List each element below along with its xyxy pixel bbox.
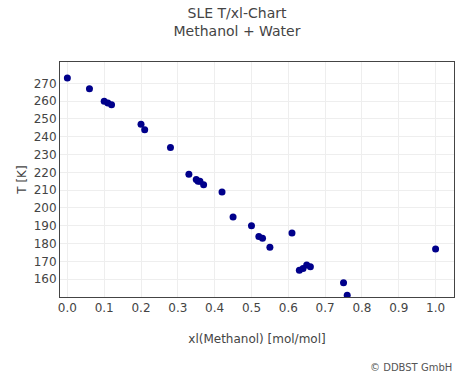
svg-text:190: 190 xyxy=(34,219,57,233)
svg-text:0.0: 0.0 xyxy=(58,301,77,315)
svg-text:0.1: 0.1 xyxy=(95,301,114,315)
svg-text:240: 240 xyxy=(34,130,57,144)
svg-text:270: 270 xyxy=(34,77,57,91)
svg-text:170: 170 xyxy=(34,255,57,269)
svg-text:180: 180 xyxy=(34,237,57,251)
svg-text:260: 260 xyxy=(34,94,57,108)
svg-text:250: 250 xyxy=(34,112,57,126)
svg-text:xl(Methanol) [mol/mol]: xl(Methanol) [mol/mol] xyxy=(188,332,325,346)
svg-text:0.4: 0.4 xyxy=(205,301,224,315)
svg-text:T [K]: T [K] xyxy=(15,165,29,194)
svg-text:© DDBST GmbH: © DDBST GmbH xyxy=(370,362,452,373)
svg-text:0.3: 0.3 xyxy=(168,301,187,315)
svg-text:0.5: 0.5 xyxy=(242,301,261,315)
svg-text:210: 210 xyxy=(34,183,57,197)
svg-text:220: 220 xyxy=(34,166,57,180)
svg-text:1.0: 1.0 xyxy=(426,301,445,315)
svg-text:0.7: 0.7 xyxy=(316,301,335,315)
svg-text:SLE T/xl-ChartMethanol + Water: SLE T/xl-ChartMethanol + Water xyxy=(174,5,301,39)
svg-text:0.8: 0.8 xyxy=(352,301,371,315)
svg-text:0.6: 0.6 xyxy=(279,301,298,315)
svg-text:0.2: 0.2 xyxy=(131,301,150,315)
svg-text:230: 230 xyxy=(34,148,57,162)
svg-text:200: 200 xyxy=(34,201,57,215)
svg-text:0.9: 0.9 xyxy=(389,301,408,315)
svg-text:160: 160 xyxy=(34,272,57,286)
